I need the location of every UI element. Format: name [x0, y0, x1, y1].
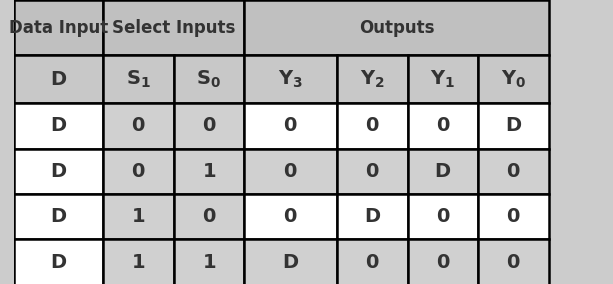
Bar — [337, 194, 408, 239]
Bar — [478, 149, 549, 194]
Text: $\mathbf{1}$: $\mathbf{1}$ — [131, 207, 145, 226]
Text: $\mathbf{D}$: $\mathbf{D}$ — [50, 116, 67, 135]
Text: $\mathbf{0}$: $\mathbf{0}$ — [436, 116, 451, 135]
Text: $\mathbf{D}$: $\mathbf{D}$ — [50, 253, 67, 272]
Text: $\mathbf{0}$: $\mathbf{0}$ — [202, 207, 216, 226]
Text: $\mathbf{0}$: $\mathbf{0}$ — [365, 162, 379, 181]
Text: $\mathbf{0}$: $\mathbf{0}$ — [506, 207, 521, 226]
Bar — [15, 103, 103, 149]
Text: Outputs: Outputs — [359, 19, 435, 37]
Bar — [245, 194, 337, 239]
Text: $\mathbf{0}$: $\mathbf{0}$ — [202, 116, 216, 135]
Text: $\mathbf{0}$: $\mathbf{0}$ — [365, 116, 379, 135]
Text: $\mathbf{0}$: $\mathbf{0}$ — [506, 253, 521, 272]
Bar — [245, 103, 337, 149]
Text: $\mathbf{D}$: $\mathbf{D}$ — [282, 253, 299, 272]
Bar — [103, 149, 173, 194]
Bar — [408, 194, 478, 239]
Text: Data Input: Data Input — [9, 19, 109, 37]
Bar — [173, 194, 245, 239]
Bar — [103, 194, 173, 239]
Bar — [408, 55, 478, 103]
Text: $\mathbf{S_0}$: $\mathbf{S_0}$ — [197, 69, 221, 90]
Bar — [478, 194, 549, 239]
Bar — [245, 149, 337, 194]
Text: $\mathbf{D}$: $\mathbf{D}$ — [364, 207, 381, 226]
Text: $\mathbf{Y_3}$: $\mathbf{Y_3}$ — [278, 69, 303, 90]
Bar — [103, 0, 245, 55]
Bar — [478, 55, 549, 103]
Bar — [173, 239, 245, 284]
Text: $\mathbf{0}$: $\mathbf{0}$ — [436, 207, 451, 226]
Bar — [245, 239, 337, 284]
Bar — [478, 239, 549, 284]
Bar — [337, 239, 408, 284]
Bar — [408, 149, 478, 194]
Bar — [173, 55, 245, 103]
Text: $\mathbf{1}$: $\mathbf{1}$ — [202, 162, 216, 181]
Text: $\mathbf{1}$: $\mathbf{1}$ — [202, 253, 216, 272]
Text: $\mathbf{0}$: $\mathbf{0}$ — [283, 116, 298, 135]
Bar — [15, 55, 103, 103]
Text: $\mathbf{D}$: $\mathbf{D}$ — [505, 116, 522, 135]
Text: $\mathbf{0}$: $\mathbf{0}$ — [436, 253, 451, 272]
Text: $\mathbf{Y_2}$: $\mathbf{Y_2}$ — [360, 69, 385, 90]
Text: $\mathbf{Y_1}$: $\mathbf{Y_1}$ — [430, 69, 455, 90]
Bar — [408, 103, 478, 149]
Bar — [173, 103, 245, 149]
Bar — [15, 194, 103, 239]
Text: Select Inputs: Select Inputs — [112, 19, 235, 37]
Text: $\mathbf{0}$: $\mathbf{0}$ — [506, 162, 521, 181]
Bar — [15, 239, 103, 284]
Bar — [408, 239, 478, 284]
Text: $\mathbf{0}$: $\mathbf{0}$ — [131, 162, 146, 181]
Text: $\mathbf{D}$: $\mathbf{D}$ — [50, 207, 67, 226]
Bar — [245, 0, 549, 55]
Bar — [337, 55, 408, 103]
Bar — [103, 103, 173, 149]
Bar — [245, 55, 337, 103]
Bar — [173, 149, 245, 194]
Text: $\mathbf{0}$: $\mathbf{0}$ — [131, 116, 146, 135]
Text: $\mathbf{D}$: $\mathbf{D}$ — [50, 70, 67, 89]
Text: $\mathbf{0}$: $\mathbf{0}$ — [283, 207, 298, 226]
Text: $\mathbf{0}$: $\mathbf{0}$ — [365, 253, 379, 272]
Text: $\mathbf{0}$: $\mathbf{0}$ — [283, 162, 298, 181]
Bar — [103, 55, 173, 103]
Text: $\mathbf{1}$: $\mathbf{1}$ — [131, 253, 145, 272]
Bar — [337, 103, 408, 149]
Bar — [478, 103, 549, 149]
Bar — [15, 149, 103, 194]
Bar — [103, 239, 173, 284]
Bar — [15, 0, 103, 55]
Bar — [337, 149, 408, 194]
Text: $\mathbf{Y_0}$: $\mathbf{Y_0}$ — [501, 69, 527, 90]
Text: $\mathbf{D}$: $\mathbf{D}$ — [435, 162, 452, 181]
Text: $\mathbf{D}$: $\mathbf{D}$ — [50, 162, 67, 181]
Text: $\mathbf{S_1}$: $\mathbf{S_1}$ — [126, 69, 151, 90]
